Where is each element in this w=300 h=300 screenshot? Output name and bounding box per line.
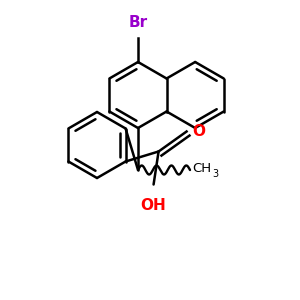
Text: OH: OH: [141, 199, 166, 214]
Text: CH: CH: [192, 161, 211, 175]
Text: Br: Br: [128, 15, 148, 30]
Text: 3: 3: [212, 169, 218, 179]
Text: O: O: [193, 124, 206, 139]
